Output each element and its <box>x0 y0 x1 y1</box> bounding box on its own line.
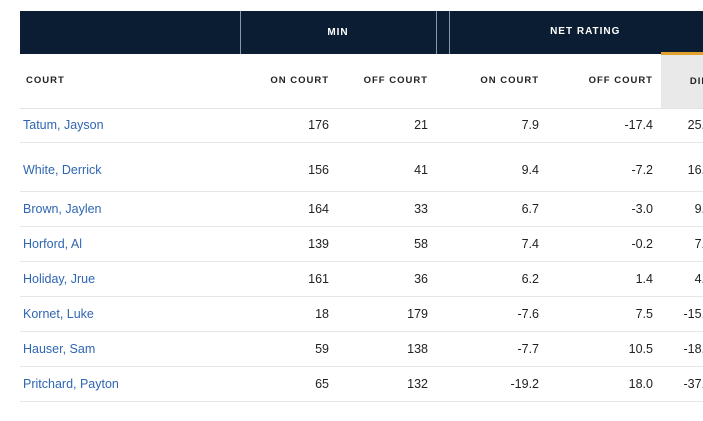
player-cell: Hauser, Sam <box>20 331 240 367</box>
spacer-cell <box>436 366 449 402</box>
spacer-cell <box>436 226 449 262</box>
min-on-court-cell: 18 <box>240 296 337 332</box>
net-off-court-cell: 7.5 <box>547 296 661 332</box>
diff-cell: -37.2 <box>661 366 703 402</box>
player-cell: Holiday, Jrue <box>20 261 240 297</box>
net-on-court-cell: 9.4 <box>449 142 547 192</box>
net-on-court-cell: 7.4 <box>449 226 547 262</box>
player-cell: Brown, Jaylen <box>20 191 240 227</box>
min-off-court-cell: 21 <box>337 108 436 143</box>
net-on-court-cell: 7.9 <box>449 108 547 143</box>
player-link[interactable]: Hauser, Sam <box>23 341 96 356</box>
min-off-court-cell: 179 <box>337 296 436 332</box>
net-on-court-cell: -7.7 <box>449 331 547 367</box>
group-header-row: MIN NET RATING <box>20 11 703 54</box>
diff-cell: 25.3 <box>661 108 703 143</box>
player-cell: Pritchard, Payton <box>20 366 240 402</box>
player-link[interactable]: Kornet, Luke <box>23 306 94 321</box>
min-off-court-cell: 58 <box>337 226 436 262</box>
spacer-cell <box>436 331 449 367</box>
column-header-min-on-court[interactable]: ON COURT <box>240 53 337 109</box>
net-off-court-cell: 1.4 <box>547 261 661 297</box>
net-off-court-cell: -3.0 <box>547 191 661 227</box>
net-on-court-cell: -7.6 <box>449 296 547 332</box>
net-on-court-cell: 6.2 <box>449 261 547 297</box>
diff-cell: 9.7 <box>661 191 703 227</box>
player-link[interactable]: Brown, Jaylen <box>23 201 102 216</box>
on-off-table-container: MIN NET RATING COURT ON COURT OFF COURT … <box>20 11 703 402</box>
group-header-divider <box>435 11 450 54</box>
player-link[interactable]: Holiday, Jrue <box>23 271 96 286</box>
min-on-court-cell: 161 <box>240 261 337 297</box>
min-on-court-cell: 156 <box>240 142 337 192</box>
min-on-court-cell: 139 <box>240 226 337 262</box>
min-off-court-cell: 33 <box>337 191 436 227</box>
min-off-court-cell: 138 <box>337 331 436 367</box>
min-off-court-cell: 36 <box>337 261 436 297</box>
net-off-court-cell: 18.0 <box>547 366 661 402</box>
column-header-row: COURT ON COURT OFF COURT ON COURT OFF CO… <box>20 52 703 109</box>
column-header-court[interactable]: COURT <box>20 53 240 109</box>
spacer-cell <box>436 108 449 143</box>
min-off-court-cell: 132 <box>337 366 436 402</box>
player-cell: Kornet, Luke <box>20 296 240 332</box>
player-cell: Tatum, Jayson <box>20 108 240 143</box>
column-header-diff[interactable]: DIFF <box>661 52 703 109</box>
column-header-spacer <box>436 53 449 109</box>
spacer-cell <box>436 191 449 227</box>
spacer-cell <box>436 142 449 192</box>
diff-cell: 4.8 <box>661 261 703 297</box>
min-off-court-cell: 41 <box>337 142 436 192</box>
net-off-court-cell: -0.2 <box>547 226 661 262</box>
column-header-min-off-court[interactable]: OFF COURT <box>337 53 436 109</box>
column-header-net-off-court[interactable]: OFF COURT <box>547 53 661 109</box>
net-off-court-cell: -7.2 <box>547 142 661 192</box>
on-off-stats-table: MIN NET RATING COURT ON COURT OFF COURT … <box>20 11 703 402</box>
group-header-blank <box>20 11 241 54</box>
net-off-court-cell: 10.5 <box>547 331 661 367</box>
player-link[interactable]: Horford, Al <box>23 236 83 251</box>
net-on-court-cell: -19.2 <box>449 366 547 402</box>
column-header-net-on-court[interactable]: ON COURT <box>449 53 547 109</box>
min-on-court-cell: 65 <box>240 366 337 402</box>
min-on-court-cell: 164 <box>240 191 337 227</box>
diff-cell: 7.6 <box>661 226 703 262</box>
player-link[interactable]: White, Derrick <box>23 162 102 177</box>
player-link[interactable]: Pritchard, Payton <box>23 376 119 391</box>
group-header-net-rating: NET RATING <box>449 11 703 54</box>
spacer-cell <box>436 296 449 332</box>
min-on-court-cell: 59 <box>240 331 337 367</box>
player-cell: Horford, Al <box>20 226 240 262</box>
group-header-min: MIN <box>240 11 436 54</box>
diff-cell: 16.6 <box>661 142 703 192</box>
diff-cell: -15.1 <box>661 296 703 332</box>
net-on-court-cell: 6.7 <box>449 191 547 227</box>
spacer-cell <box>436 261 449 297</box>
player-link[interactable]: Tatum, Jayson <box>23 118 104 132</box>
min-on-court-cell: 176 <box>240 108 337 143</box>
net-off-court-cell: -17.4 <box>547 108 661 143</box>
player-cell: White, Derrick <box>20 142 240 192</box>
diff-cell: -18.2 <box>661 331 703 367</box>
